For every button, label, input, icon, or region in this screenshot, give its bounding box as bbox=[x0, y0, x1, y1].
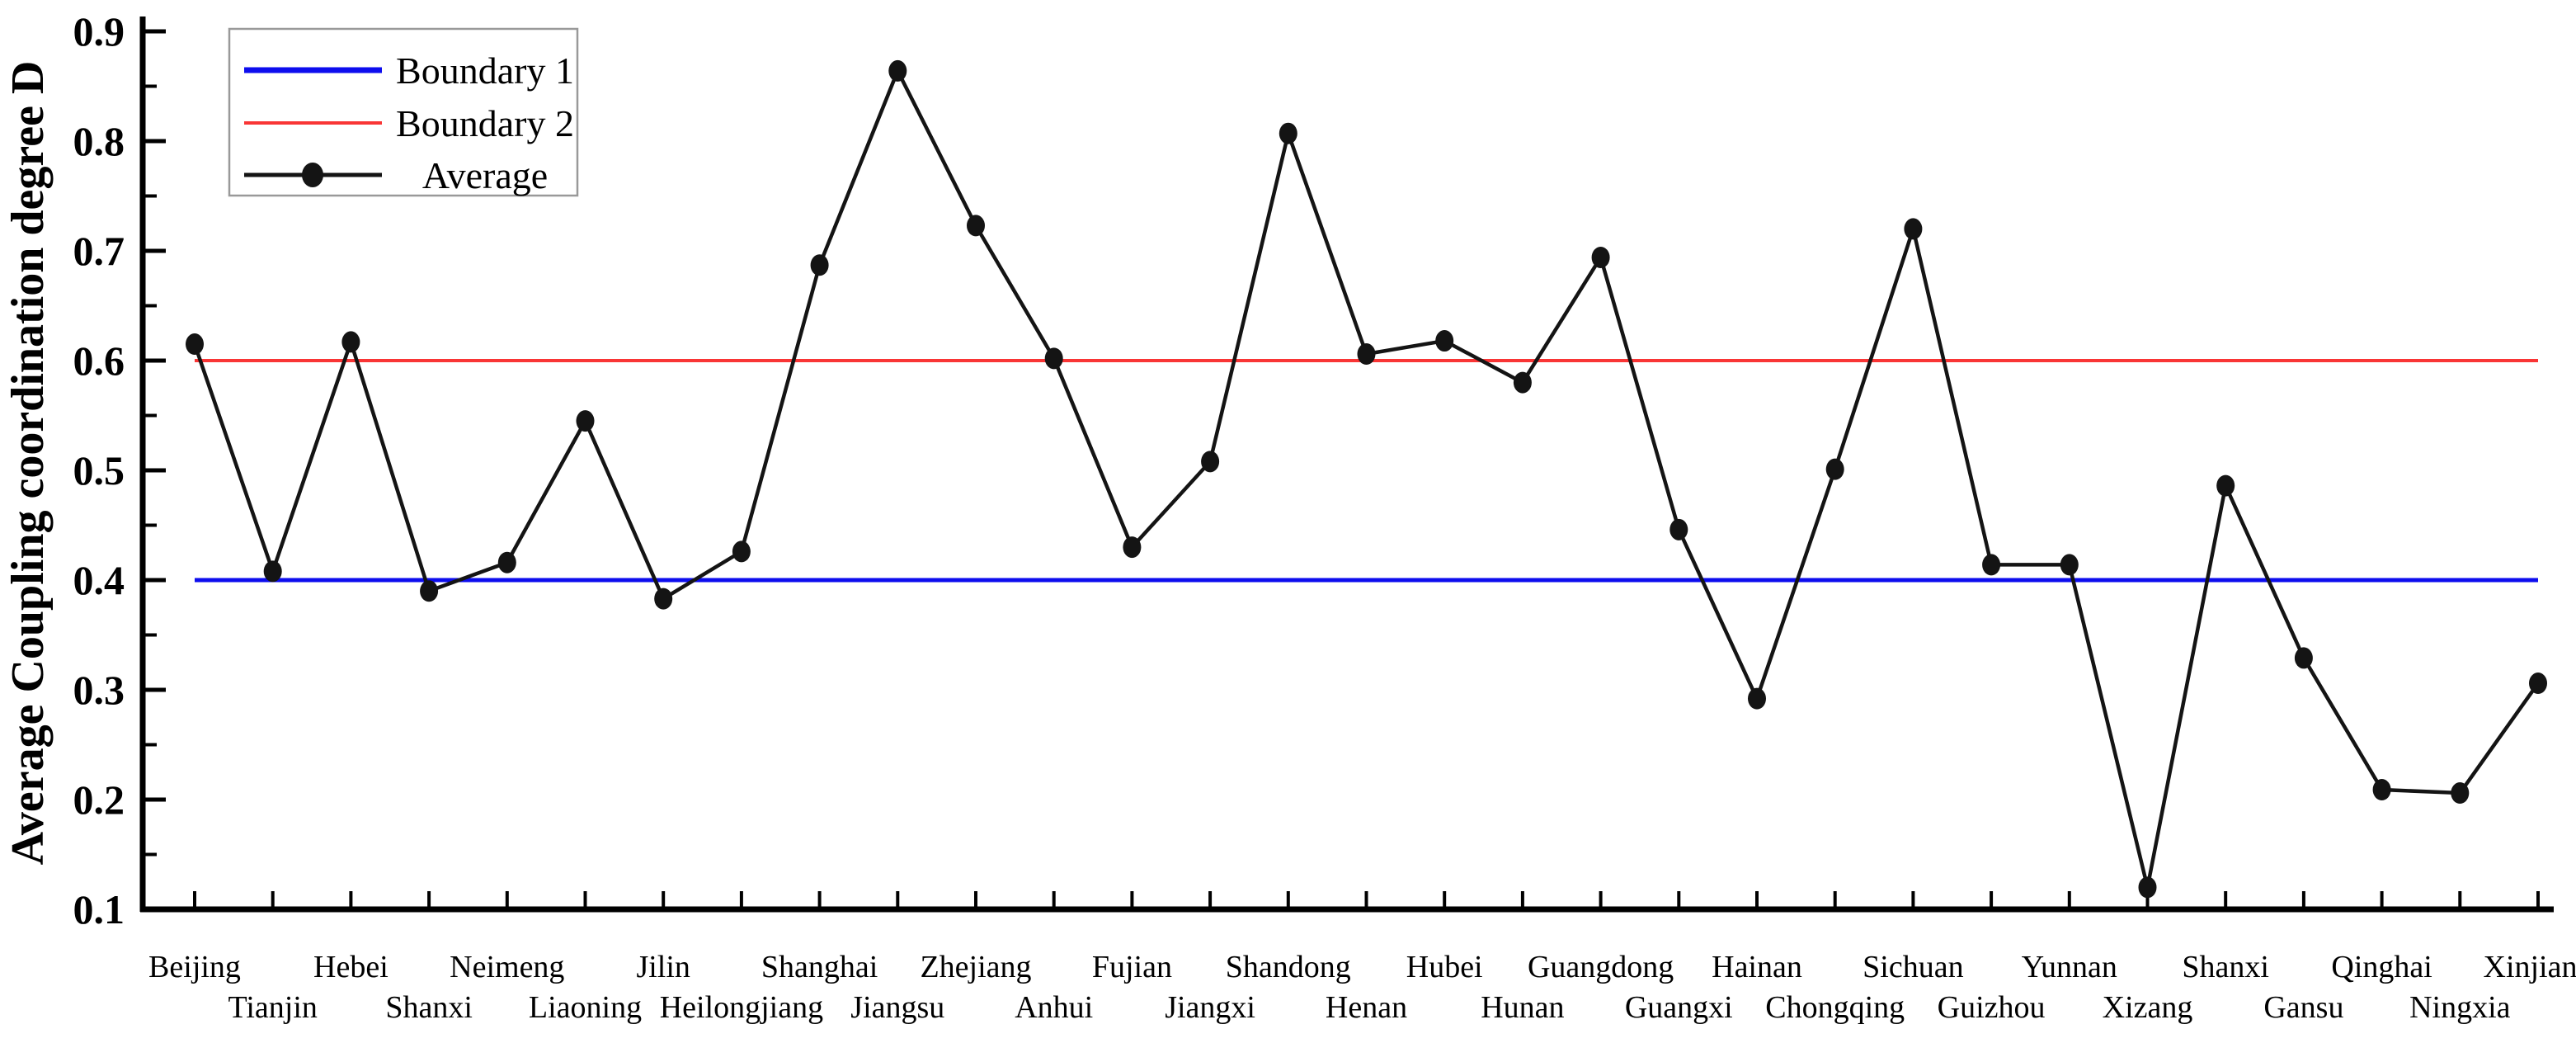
x-axis-label: Shanghai bbox=[761, 950, 878, 984]
legend-label: Boundary 2 bbox=[396, 102, 574, 144]
x-axis-label: Ningxia bbox=[2409, 990, 2511, 1025]
data-point-marker bbox=[186, 333, 204, 356]
x-axis-label: Jilin bbox=[636, 950, 690, 984]
data-point-marker bbox=[1825, 458, 1844, 480]
data-point-marker bbox=[732, 540, 751, 563]
data-point-marker bbox=[2216, 474, 2235, 497]
data-point-marker bbox=[1748, 687, 1766, 710]
x-axis-label: Xizang bbox=[2103, 990, 2193, 1025]
legend-label: Average bbox=[422, 154, 548, 196]
data-point-marker bbox=[341, 331, 360, 353]
x-axis-label: Hubei bbox=[1406, 950, 1483, 984]
y-tick-label: 0.5 bbox=[73, 447, 125, 493]
data-point-marker bbox=[1357, 343, 1376, 366]
x-axis-label: Shanxi bbox=[385, 990, 473, 1025]
x-axis-label: Guizhou bbox=[1938, 990, 2046, 1025]
x-axis-label: Zhejiang bbox=[920, 950, 1031, 984]
data-point-marker bbox=[1044, 347, 1063, 370]
x-axis-label: Sichuan bbox=[1863, 950, 1963, 984]
x-axis-label: Fujian bbox=[1092, 950, 1172, 984]
legend-box bbox=[228, 27, 579, 197]
x-axis-label: Guangdong bbox=[1528, 950, 1674, 984]
data-point-marker bbox=[1279, 122, 1297, 144]
y-tick-label: 0.8 bbox=[73, 118, 125, 164]
data-point-marker bbox=[2294, 647, 2313, 669]
data-point-marker bbox=[497, 551, 516, 573]
x-axis-label: Xinjiang bbox=[2484, 950, 2576, 984]
y-tick-label: 0.3 bbox=[73, 667, 125, 713]
data-point-marker bbox=[1201, 451, 1220, 473]
x-axis-label: Liaoning bbox=[529, 990, 642, 1025]
x-axis-label: Guangxi bbox=[1625, 990, 1733, 1025]
legend-label: Boundary 1 bbox=[396, 50, 574, 92]
data-point-marker bbox=[2451, 782, 2470, 805]
data-point-marker bbox=[1435, 330, 1454, 352]
data-point-marker bbox=[810, 254, 829, 276]
y-tick-label: 0.1 bbox=[73, 886, 125, 932]
data-point-marker bbox=[967, 215, 985, 237]
x-axis-label: Shandong bbox=[1226, 950, 1351, 984]
x-axis-label: Yunnan bbox=[2022, 950, 2117, 984]
data-point-marker bbox=[1982, 554, 2001, 576]
legend-swatch-marker bbox=[302, 163, 323, 187]
y-tick-label: 0.9 bbox=[73, 8, 125, 54]
data-point-marker bbox=[2138, 876, 2157, 899]
y-axis-title: Average Coupling coordination degree D bbox=[2, 61, 54, 866]
x-axis-label: Hainan bbox=[1712, 950, 1802, 984]
x-axis-label: Neimeng bbox=[450, 950, 564, 984]
x-axis-label: Tianjin bbox=[228, 990, 317, 1025]
data-point-marker bbox=[1513, 371, 1532, 394]
x-axis-label: Gansu bbox=[2263, 990, 2343, 1025]
x-axis-label: Jiangsu bbox=[850, 990, 944, 1025]
data-point-marker bbox=[2060, 554, 2079, 576]
x-axis-label: Qinghai bbox=[2331, 950, 2432, 984]
y-tick-label: 0.4 bbox=[73, 557, 125, 603]
x-axis-label: Hunan bbox=[1481, 990, 1564, 1025]
y-tick-label: 0.2 bbox=[73, 776, 125, 823]
data-point-marker bbox=[1591, 246, 1610, 268]
x-axis-label: Jiangxi bbox=[1165, 990, 1255, 1025]
data-point-marker bbox=[263, 560, 282, 583]
x-axis-label: Chongqing bbox=[1765, 990, 1905, 1025]
x-axis-label: Henan bbox=[1326, 990, 1407, 1025]
data-point-marker bbox=[420, 580, 439, 602]
y-tick-label: 0.7 bbox=[73, 228, 125, 274]
data-point-marker bbox=[576, 410, 595, 432]
x-axis-label: Shanxi bbox=[2182, 950, 2269, 984]
data-point-marker bbox=[1904, 218, 1923, 240]
data-point-marker bbox=[654, 588, 673, 610]
y-tick-label: 0.6 bbox=[73, 337, 125, 384]
x-axis-label: Beijing bbox=[148, 950, 241, 984]
data-point-marker bbox=[1123, 536, 1142, 559]
data-point-marker bbox=[2372, 779, 2391, 801]
data-point-marker bbox=[2529, 673, 2547, 695]
data-point-marker bbox=[888, 59, 907, 82]
x-axis-label: Hebei bbox=[313, 950, 389, 984]
x-axis-label: Anhui bbox=[1015, 990, 1093, 1025]
x-axis-label: Heilongjiang bbox=[660, 990, 823, 1025]
data-point-marker bbox=[1669, 518, 1688, 540]
